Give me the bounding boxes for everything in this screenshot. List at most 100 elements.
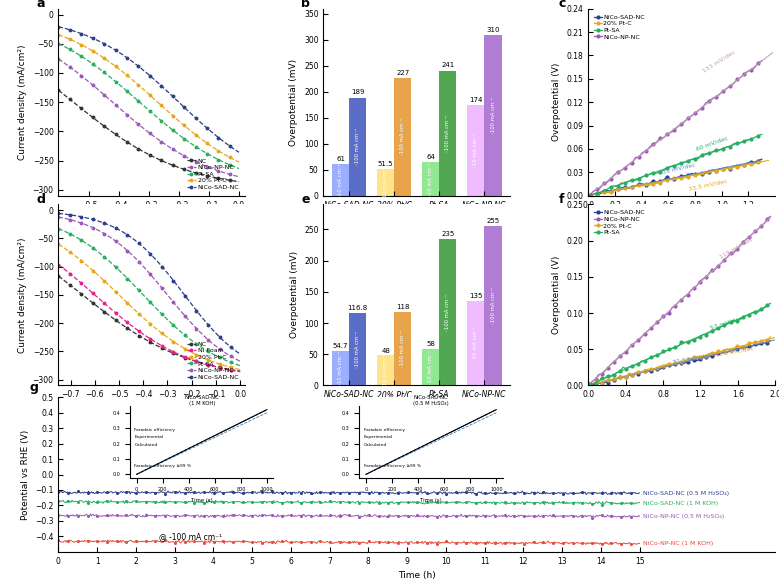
NiCo-SAD-NC xyxy=(624,185,633,192)
Legend: NC, Ni Foam, 20% Pt-C, Pt-SA, NiCo-NP-NC, NiCo-SAD-NC: NC, Ni Foam, 20% Pt-C, Pt-SA, NiCo-NP-NC… xyxy=(184,339,242,383)
NiCo-SAD-NC xyxy=(649,366,658,373)
Pt-SA xyxy=(599,187,608,194)
NiCo-SAD-NC xyxy=(613,186,622,193)
Line: 20% Pt-C: 20% Pt-C xyxy=(57,33,240,164)
NiCo-NP-NC xyxy=(599,180,608,187)
NiCo-SAD-NC xyxy=(652,179,661,186)
Line: NiCo-NP-NC: NiCo-NP-NC xyxy=(57,58,240,178)
20% Pt-C xyxy=(750,160,760,167)
20% Pt-C xyxy=(235,366,245,373)
Bar xyxy=(394,78,411,196)
20% Pt-C xyxy=(736,161,746,168)
NiCo-SAD-NC xyxy=(701,353,710,360)
NiCo-SAD-NC xyxy=(134,62,143,69)
20% Pt-C xyxy=(652,180,661,187)
NiCo-SAD-NC xyxy=(757,156,767,163)
Pt-SA xyxy=(729,140,738,147)
20% Pt-C xyxy=(704,168,714,175)
Pt-SA xyxy=(648,169,657,176)
Pt-SA xyxy=(683,158,693,165)
Text: -10 mA cm⁻²: -10 mA cm⁻² xyxy=(338,163,343,197)
Text: -100 mA cm⁻²: -100 mA cm⁻² xyxy=(355,128,360,165)
Bar xyxy=(394,312,411,385)
20% Pt-C xyxy=(610,187,619,194)
NiCo-SAD-NC xyxy=(718,165,728,172)
Line: Pt-SA: Pt-SA xyxy=(57,42,240,170)
Pt-SA xyxy=(736,140,746,147)
Pt-SA xyxy=(134,98,143,105)
Line: NiCo-SAD-NC: NiCo-SAD-NC xyxy=(57,26,240,154)
NiCo-SAD-NC xyxy=(213,134,223,141)
Text: -10 mA cm⁻²: -10 mA cm⁻² xyxy=(428,162,433,196)
NC xyxy=(178,353,188,360)
Line: NiCo-SAD-NC: NiCo-SAD-NC xyxy=(588,339,772,386)
20% Pt-C xyxy=(722,164,731,171)
NiCo-SAD-NC xyxy=(711,167,721,174)
NiCo-SAD-NC xyxy=(589,191,598,198)
Text: -10 mA cm⁻²: -10 mA cm⁻² xyxy=(474,326,478,360)
Text: -100 mA cm⁻²: -100 mA cm⁻² xyxy=(491,287,495,324)
NiCo-NP-NC xyxy=(704,98,714,105)
NiCo-SAD-NC xyxy=(603,187,612,194)
Text: @ -100 mA cm⁻¹: @ -100 mA cm⁻¹ xyxy=(159,533,222,541)
Pt-SA xyxy=(620,180,629,187)
NiCo-NP-NC xyxy=(171,301,181,308)
Text: 48: 48 xyxy=(381,347,390,353)
Pt-SA xyxy=(704,150,714,157)
20% Pt-C xyxy=(596,189,605,196)
Pt-SA xyxy=(643,356,652,363)
Line: Ni Foam: Ni Foam xyxy=(57,263,241,373)
NiCo-NP-NC xyxy=(631,339,640,346)
X-axis label: Time (h): Time (h) xyxy=(398,571,435,580)
20% Pt-C xyxy=(592,190,601,197)
Pt-SA xyxy=(235,362,245,369)
NiCo-SAD-NC xyxy=(599,187,608,194)
20% Pt-C xyxy=(613,186,622,193)
Pt-SA xyxy=(645,171,654,178)
NC xyxy=(177,165,186,172)
NiCo-SAD-NC xyxy=(610,187,619,194)
20% Pt-C xyxy=(54,241,63,248)
Pt-SA xyxy=(725,143,735,150)
20% Pt-C xyxy=(585,192,594,199)
Y-axis label: Overpotential (mV): Overpotential (mV) xyxy=(290,251,298,339)
X-axis label: Log [ J (mA/cm²) ]: Log [ J (mA/cm²) ] xyxy=(642,405,721,414)
NiCo-SAD-NC xyxy=(666,176,675,183)
Text: -100 mA cm⁻²: -100 mA cm⁻² xyxy=(446,114,450,152)
20% Pt-C xyxy=(666,176,675,183)
NiCo-NP-NC xyxy=(637,333,647,340)
NiCo-SAD-NC xyxy=(729,162,738,169)
NiCo-SAD-NC xyxy=(697,171,707,178)
NiCo-SAD-NC xyxy=(739,161,749,168)
NiCo-NP-NC xyxy=(589,188,598,195)
Line: NC: NC xyxy=(57,89,240,183)
NiCo-SAD-NC xyxy=(640,367,650,374)
Pt-SA xyxy=(134,287,143,294)
20% Pt-C xyxy=(766,333,775,340)
NiCo-NP-NC xyxy=(54,214,63,221)
Pt-SA xyxy=(750,134,760,141)
Y-axis label: Current density (mA/cm²): Current density (mA/cm²) xyxy=(18,44,27,160)
NiCo-NP-NC xyxy=(631,154,640,161)
NiCo-NP-NC xyxy=(697,105,707,112)
NC xyxy=(171,162,180,169)
NiCo-NP-NC xyxy=(683,114,693,121)
NiCo-SAD-NC xyxy=(634,370,643,377)
Bar xyxy=(439,239,456,385)
NiCo-SAD-NC xyxy=(708,166,717,173)
Text: 227: 227 xyxy=(397,69,410,76)
20% Pt-C xyxy=(634,182,643,189)
NC xyxy=(54,87,63,94)
Text: 189: 189 xyxy=(351,89,365,95)
NiCo-NP-NC xyxy=(701,100,710,107)
NiCo-NP-NC xyxy=(624,161,633,168)
NC xyxy=(213,175,223,182)
NiCo-NP-NC xyxy=(698,275,707,282)
Pt-SA xyxy=(54,225,63,232)
Pt-SA xyxy=(718,145,728,152)
Text: e: e xyxy=(301,193,309,206)
Pt-SA xyxy=(171,128,180,135)
Text: -10 mA cm⁻²: -10 mA cm⁻² xyxy=(428,350,433,384)
Text: 133 mV/dec: 133 mV/dec xyxy=(702,50,736,74)
NiCo-NP-NC xyxy=(615,353,625,360)
